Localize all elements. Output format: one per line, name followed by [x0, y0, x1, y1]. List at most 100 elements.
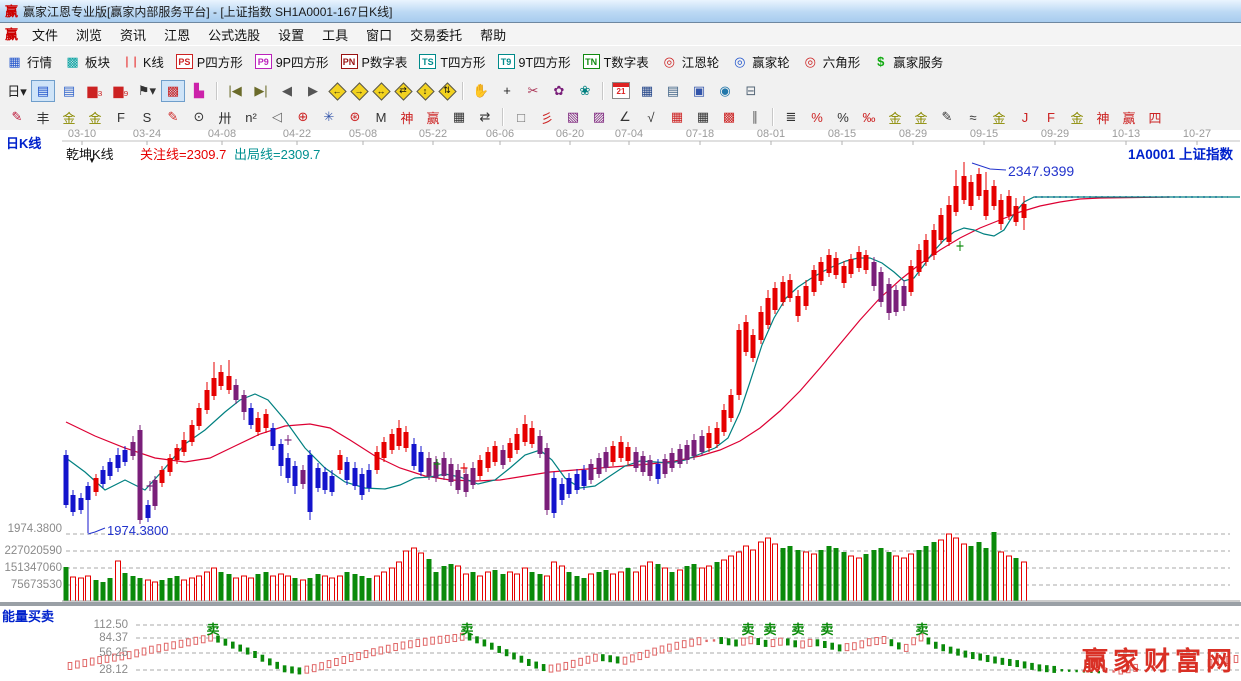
m-pattern-icon[interactable]: M [375, 109, 387, 125]
parallel-lines-icon[interactable]: ∥ [751, 109, 759, 124]
percent-icon[interactable]: % [837, 109, 849, 125]
fib-tool-icon[interactable]: F [117, 109, 125, 125]
web-blue-icon[interactable]: ✳ [323, 109, 335, 124]
toolbar-item-hexagon[interactable]: ◎ 六角形 [796, 50, 867, 74]
menu-item-公式选股[interactable]: 公式选股 [208, 27, 261, 43]
pen-red-icon[interactable]: ✎ [167, 109, 179, 124]
spiral-tool-icon[interactable]: S [142, 109, 152, 125]
jump-first-icon[interactable]: |◀ [228, 82, 242, 98]
toolbar-item-9t-square[interactable]: T9 9T四方形 [492, 50, 577, 74]
gann-compass-icon[interactable]: ⊕ [297, 109, 309, 124]
mirror-angle-icon[interactable]: ◁ [272, 109, 282, 124]
web-red-icon[interactable]: ⊛ [349, 109, 361, 124]
gold-angle-icon[interactable]: 金 [1070, 110, 1084, 126]
toolbar-item-p-square[interactable]: PS P四方形 [170, 50, 249, 74]
web-box-icon[interactable]: ▨ [592, 109, 606, 124]
gann-tool-teal-icon[interactable]: ❀ [579, 82, 591, 98]
shift-left-diamond-icon[interactable]: ← [327, 81, 347, 101]
jump-last-icon[interactable]: ▶| [254, 82, 268, 98]
panel-divider[interactable] [0, 602, 1241, 606]
width-tool-icon[interactable]: ⇄ [479, 109, 491, 124]
hand-tool-icon[interactable]: ✋ [472, 82, 490, 98]
print-tool-icon[interactable]: ⊟ [745, 82, 757, 98]
toolbar-item-winner-wheel[interactable]: ◎ 赢家轮 [725, 50, 796, 74]
kline-type-caret-icon[interactable]: ▼ [88, 156, 96, 165]
permille-red-icon[interactable]: ‰ [862, 109, 876, 125]
gold-line-2-icon[interactable]: 金 [88, 110, 102, 126]
cycle-circle-icon[interactable]: ⊙ [193, 109, 205, 124]
grid-dark-icon[interactable]: ▦ [696, 109, 710, 124]
fan-red-icon[interactable]: 彡 [540, 110, 554, 126]
si-angle-icon[interactable]: 四 [1148, 110, 1162, 126]
toolbar-item-t-number-table[interactable]: TN T数字表 [577, 50, 655, 74]
n-square-icon[interactable]: n² [245, 109, 257, 125]
toolbar-item-p-number-table[interactable]: PN P数字表 [335, 50, 414, 74]
gold-line-1-icon[interactable]: 金 [62, 110, 76, 126]
angle-fan-icon[interactable]: ∠ [619, 109, 631, 124]
box-tool-icon[interactable]: □ [517, 109, 525, 125]
ying-angle-icon[interactable]: 赢 [1122, 110, 1136, 126]
kline-chart[interactable] [0, 130, 1241, 681]
menu-item-文件[interactable]: 文件 [32, 27, 59, 43]
pen-tool-icon[interactable]: ✎ [11, 109, 23, 124]
menu-item-设置[interactable]: 设置 [278, 27, 305, 43]
qiankun-pattern-icon[interactable]: ▩ [161, 79, 185, 102]
calculator-tool-icon[interactable]: ▦ [640, 82, 654, 98]
toolbar-item-kline[interactable]: ❘❘ K线 [116, 50, 170, 74]
toolbar-item-winner-service[interactable]: $ 赢家服务 [866, 50, 949, 74]
gann-tool-purple-icon[interactable]: ✿ [553, 82, 565, 98]
shen-tool-icon[interactable]: 神 [400, 110, 414, 126]
toolbar-item-sectors[interactable]: ▩ 板块 [58, 50, 116, 74]
grid-123-icon[interactable]: ▦ [452, 109, 466, 124]
menu-item-帮助[interactable]: 帮助 [480, 27, 507, 43]
fan-box-icon[interactable]: ▧ [566, 109, 580, 124]
flag-marker-icon[interactable]: ⚑▾ [137, 82, 157, 98]
wave-line-icon[interactable]: ≈ [969, 109, 977, 125]
toolbar-item-t-square[interactable]: TS T四方形 [413, 50, 491, 74]
expand-h-diamond-icon[interactable]: ↔ [371, 81, 391, 101]
kline-type-selector[interactable]: 乾坤K线 [66, 147, 114, 162]
compress-h-diamond-icon[interactable]: ⇄ [393, 81, 413, 101]
crosshair-tool-icon[interactable]: + [503, 83, 511, 98]
shift-right-diamond-icon[interactable]: → [349, 81, 369, 101]
grid-red-icon[interactable]: ▦ [670, 109, 684, 124]
gold-bar2-icon[interactable]: 金 [992, 110, 1006, 126]
info-panel-icon[interactable]: ▤ [62, 82, 76, 98]
save-tool-icon[interactable]: ▣ [692, 82, 706, 98]
ruler-grid-icon[interactable]: 丰 [36, 110, 50, 126]
menu-item-交易委托[interactable]: 交易委托 [410, 27, 463, 43]
check-lines-icon[interactable]: √ [647, 109, 655, 125]
menu-item-资讯[interactable]: 资讯 [120, 27, 147, 43]
notes-tool-icon[interactable]: ▤ [666, 82, 680, 98]
toolbar-item-quotes[interactable]: ▦ 行情 [0, 50, 58, 74]
toolbar-item-9p-square[interactable]: P9 9P四方形 [249, 50, 335, 74]
ying-tool-icon[interactable]: 赢 [426, 110, 440, 126]
pattern-view-icon[interactable]: ▤ [31, 79, 55, 102]
step-forward-icon[interactable]: ▶ [308, 82, 318, 98]
percent-line-red-icon[interactable]: % [811, 109, 823, 125]
grid-red2-icon[interactable]: ▩ [722, 109, 736, 124]
compress-v-diamond-icon[interactable]: ⇅ [437, 81, 457, 101]
expand-v-diamond-icon[interactable]: ↕ [415, 81, 435, 101]
color-volume-icon[interactable]: ▙ [194, 82, 204, 98]
j-angle-icon[interactable]: J [1021, 109, 1029, 125]
toolbar-item-gann-wheel[interactable]: ◎ 江恩轮 [655, 50, 726, 74]
grid-lines-icon[interactable]: 卅 [218, 110, 232, 126]
menu-item-窗口[interactable]: 窗口 [366, 27, 393, 43]
stats-bars-icon[interactable]: ≣ [785, 109, 797, 124]
menu-item-江恩[interactable]: 江恩 [164, 27, 191, 43]
bars-9-icon[interactable]: ▆₉ [113, 82, 129, 98]
web-save-tool-icon[interactable]: ◉ [719, 82, 731, 98]
bars-3-icon[interactable]: ▆₃ [87, 82, 103, 98]
menu-item-浏览[interactable]: 浏览 [76, 27, 103, 43]
f-angle-icon[interactable]: F [1047, 109, 1055, 125]
gold-circle-icon[interactable]: 金 [888, 110, 902, 126]
annotate-tool-icon[interactable]: ✂ [527, 82, 539, 98]
pen-flag-icon[interactable]: ✎ [941, 109, 953, 124]
shen-angle-icon[interactable]: 神 [1096, 110, 1110, 126]
step-back-icon[interactable]: ◀ [282, 82, 292, 98]
menu-item-工具[interactable]: 工具 [322, 27, 349, 43]
calendar-tool-icon[interactable]: 21 [609, 80, 633, 102]
gold-bar-icon[interactable]: 金 [914, 110, 928, 126]
period-selector-icon[interactable]: 日▾ [7, 84, 27, 99]
